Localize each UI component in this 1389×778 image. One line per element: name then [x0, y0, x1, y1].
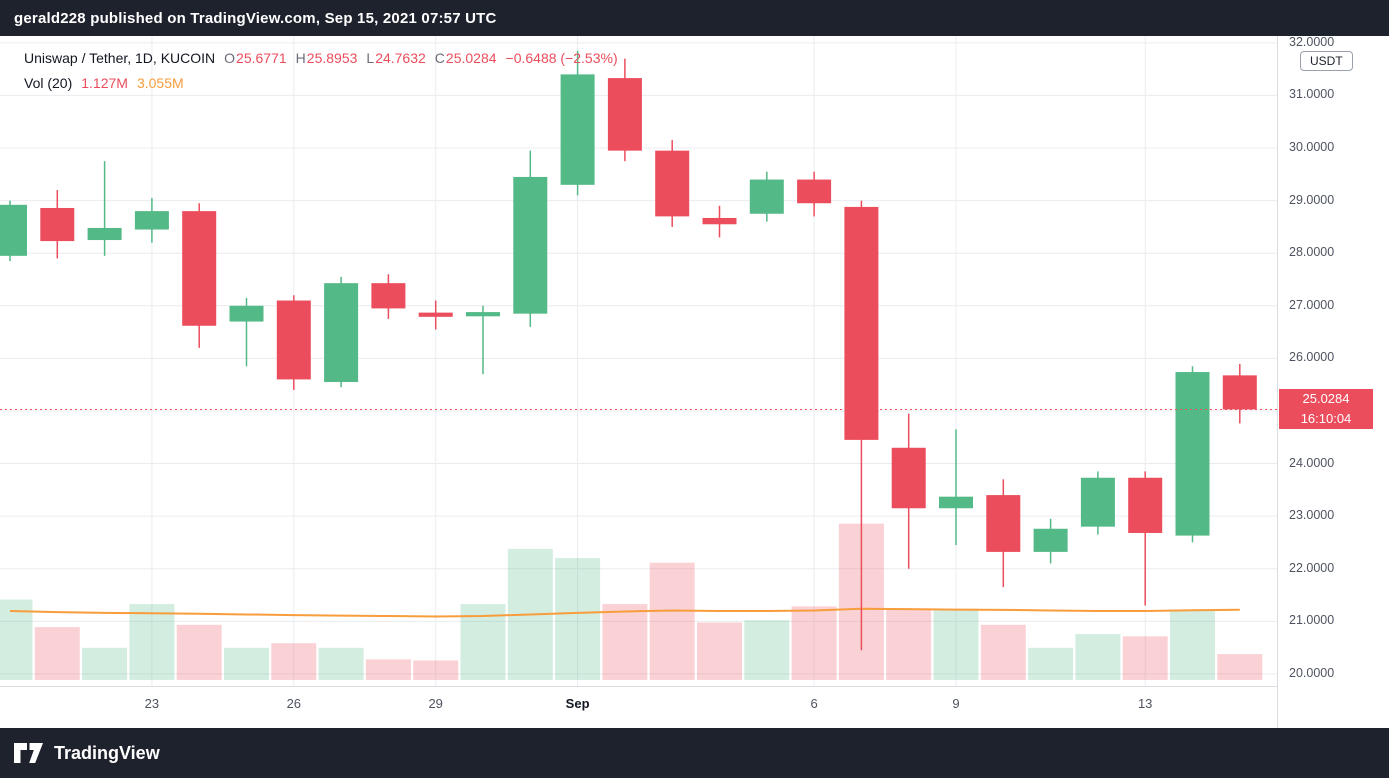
- candle[interactable]: [276, 300, 311, 380]
- candle[interactable]: [655, 150, 690, 217]
- symbol-title: Uniswap / Tether, 1D, KUCOIN: [24, 50, 216, 66]
- bar-countdown: 16:10:04: [1300, 411, 1352, 427]
- price-tick-label: 24.0000: [1289, 455, 1335, 470]
- tradingview-logo-icon[interactable]: [14, 742, 44, 764]
- price-tick-label: 20.0000: [1289, 665, 1335, 680]
- volume-bar: [1170, 611, 1215, 680]
- time-tick-label: 23: [144, 696, 160, 711]
- candle[interactable]: [87, 227, 122, 241]
- currency-badge: USDT: [1300, 51, 1353, 71]
- price-tick-label: 26.0000: [1289, 350, 1335, 365]
- candle[interactable]: [134, 211, 169, 230]
- low-value: L 24.7632: [366, 50, 426, 66]
- candle[interactable]: [607, 78, 642, 151]
- price-tick-label: 30.0000: [1289, 140, 1335, 154]
- candle[interactable]: [844, 206, 879, 440]
- candle[interactable]: [371, 283, 406, 309]
- candle[interactable]: [1033, 528, 1068, 552]
- last-price-value: 25.0284: [1302, 391, 1350, 407]
- time-axis[interactable]: 23 26 29 Sep 6 9 13: [0, 686, 1277, 728]
- candle[interactable]: [182, 211, 217, 326]
- chart-legend: Uniswap / Tether, 1D, KUCOIN O 25.6771 H…: [24, 50, 618, 91]
- candle[interactable]: [466, 312, 500, 317]
- volume-bar: [365, 659, 411, 680]
- open-value: O 25.6771: [224, 50, 287, 66]
- candle[interactable]: [797, 179, 832, 204]
- time-tick-label: 29: [428, 696, 443, 711]
- volume-bar: [980, 624, 1026, 680]
- time-tick-label: Sep: [565, 696, 590, 711]
- candle[interactable]: [986, 495, 1021, 552]
- candle[interactable]: [1222, 375, 1257, 410]
- volume-bar: [744, 620, 790, 680]
- volume-row: Vol (20) 1.127M 3.055M: [24, 75, 618, 91]
- high-value: H 25.8953: [295, 50, 358, 66]
- attribution-bar: gerald228 published on TradingView.com, …: [0, 0, 1389, 36]
- price-tick-label: 32.0000: [1289, 34, 1335, 49]
- price-tick-label: 23.0000: [1289, 508, 1335, 523]
- volume-bar: [413, 660, 459, 680]
- volume-bar: [1028, 647, 1074, 680]
- candle[interactable]: [0, 204, 27, 256]
- tradingview-wordmark[interactable]: TradingView: [54, 742, 160, 763]
- volume-bar: [1122, 636, 1168, 680]
- time-tick-label: 26: [286, 696, 302, 711]
- footer-bar: TradingView: [0, 728, 1389, 778]
- time-tick-label: 13: [1137, 696, 1153, 711]
- candle[interactable]: [1128, 477, 1163, 533]
- candle[interactable]: [418, 312, 453, 317]
- candle[interactable]: [229, 305, 264, 322]
- volume-bar: [602, 604, 648, 680]
- volume-bar: [555, 558, 601, 680]
- volume-bar: [34, 627, 80, 680]
- price-tick-label: 27.0000: [1289, 297, 1335, 312]
- volume-bar: [82, 647, 128, 680]
- time-tick-label: 6: [810, 696, 818, 711]
- volume-bar: [697, 622, 742, 680]
- volume-bar: [649, 562, 695, 680]
- candle[interactable]: [513, 176, 548, 314]
- volume-bar: [1217, 654, 1263, 680]
- last-price-badge: 25.0284 16:10:04: [1279, 389, 1373, 430]
- volume-bar: [318, 647, 364, 680]
- volume-ma-line: [9, 607, 1240, 618]
- symbol-row: Uniswap / Tether, 1D, KUCOIN O 25.6771 H…: [24, 50, 618, 66]
- volume-bar: [1075, 634, 1121, 680]
- candle[interactable]: [324, 283, 359, 383]
- candle[interactable]: [702, 217, 737, 225]
- price-tick-label: 29.0000: [1289, 192, 1335, 207]
- candle[interactable]: [40, 207, 75, 242]
- change-value: −0.6488 (−2.53%): [505, 50, 618, 66]
- candle[interactable]: [560, 74, 595, 185]
- candle[interactable]: [891, 447, 926, 509]
- price-tick-label: 21.0000: [1289, 613, 1335, 628]
- volume-bar: [176, 624, 222, 680]
- candle[interactable]: [1175, 372, 1210, 536]
- volume-bar: [271, 643, 317, 680]
- price-tick-label: 22.0000: [1289, 560, 1335, 575]
- volume-bar: [933, 608, 979, 680]
- price-tick-label: 31.0000: [1289, 87, 1335, 102]
- candle[interactable]: [1080, 477, 1115, 527]
- volume-bar: [0, 599, 33, 680]
- candle[interactable]: [749, 179, 784, 214]
- volume-bar: [224, 647, 269, 680]
- volume-bar: [886, 608, 932, 680]
- volume-indicator-label: Vol (20): [24, 75, 73, 91]
- volume-bar: [129, 604, 175, 680]
- time-tick-label: 9: [952, 696, 960, 711]
- price-tick-label: 28.0000: [1289, 245, 1335, 260]
- chart-plot[interactable]: [0, 0, 1277, 686]
- price-axis[interactable]: USDT 25.0284 16:10:04 32.0000 31.0000 30.0…: [1277, 34, 1389, 728]
- volume-bar: [791, 606, 837, 680]
- candle[interactable]: [939, 496, 973, 509]
- volume-current-value: 1.127M: [81, 75, 128, 91]
- attribution-text: gerald228 published on TradingView.com, …: [14, 9, 497, 27]
- close-value: C 25.0284: [434, 50, 497, 66]
- volume-ma-value: 3.055M: [136, 75, 184, 91]
